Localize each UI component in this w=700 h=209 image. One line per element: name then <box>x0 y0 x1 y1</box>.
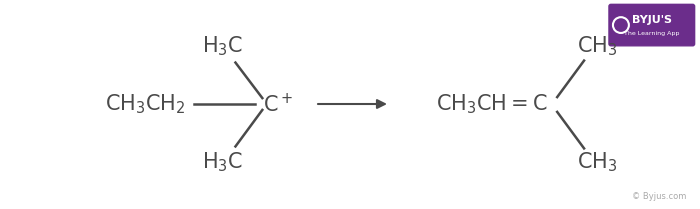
Text: CH$_3$CH$=$C: CH$_3$CH$=$C <box>435 92 547 116</box>
Text: C$^+$: C$^+$ <box>263 92 293 116</box>
Text: H$_3$C: H$_3$C <box>202 150 243 174</box>
FancyBboxPatch shape <box>609 4 694 46</box>
Text: CH$_3$: CH$_3$ <box>577 150 617 174</box>
Text: © Byjus.com: © Byjus.com <box>632 192 687 201</box>
Text: H$_3$C: H$_3$C <box>202 34 243 58</box>
Text: CH$_3$CH$_2$: CH$_3$CH$_2$ <box>106 92 186 116</box>
Text: BYJU'S: BYJU'S <box>632 15 672 25</box>
Text: CH$_3$: CH$_3$ <box>577 34 617 58</box>
Text: The Learning App: The Learning App <box>624 31 680 36</box>
